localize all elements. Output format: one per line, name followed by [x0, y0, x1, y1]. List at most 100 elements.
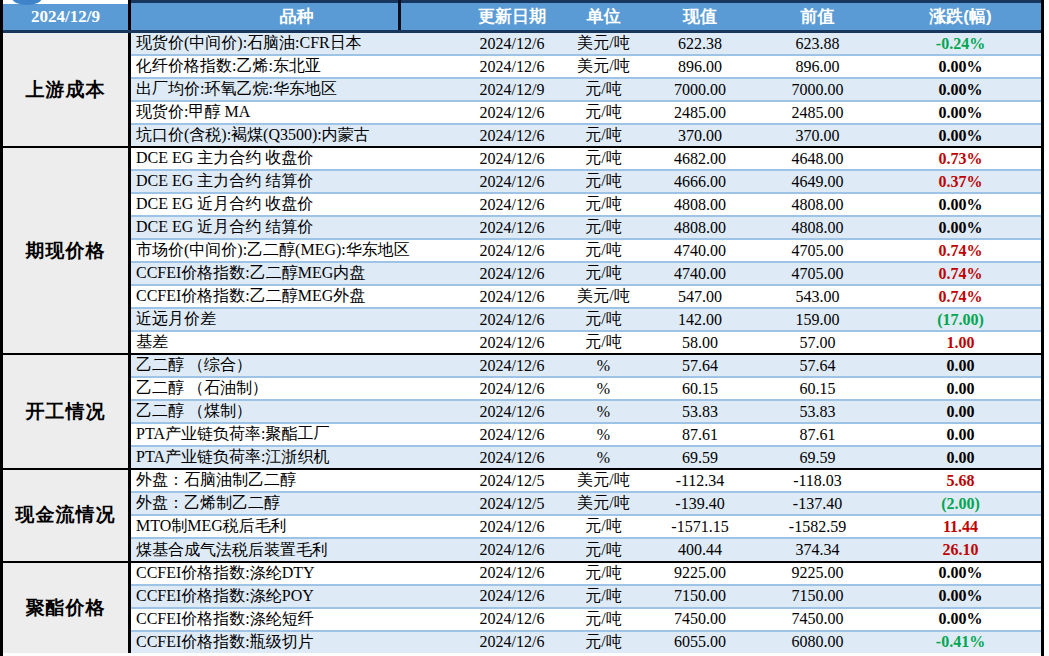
row-change-value: 0.00%	[880, 196, 1041, 214]
row-update-date: 2024/12/5	[462, 472, 562, 490]
table-section: 聚酯价格CCFEI价格指数:涤纶DTY2024/12/6元/吨9225.0092…	[3, 561, 1041, 653]
row-variety: 乙二醇 （煤制）	[131, 401, 462, 422]
row-previous-value: -118.03	[755, 472, 880, 490]
section-label: 开工情况	[3, 355, 131, 468]
section-label: 现金流情况	[3, 470, 131, 560]
row-unit: 元/吨	[562, 263, 645, 284]
table-row: 现货价:甲醇 MA2024/12/6元/吨2485.002485.000.00%	[131, 100, 1041, 123]
row-previous-value: 7150.00	[755, 587, 880, 605]
row-unit: 元/吨	[562, 125, 645, 146]
row-current-value: 4808.00	[645, 196, 755, 214]
row-update-date: 2024/12/5	[462, 495, 562, 513]
row-current-value: 7450.00	[645, 610, 755, 628]
row-update-date: 2024/12/6	[462, 357, 562, 375]
row-current-value: 60.15	[645, 380, 755, 398]
row-previous-value: 57.00	[755, 334, 880, 352]
row-previous-value: 4648.00	[755, 150, 880, 168]
row-update-date: 2024/12/6	[462, 150, 562, 168]
row-change-value: 0.00%	[880, 58, 1041, 76]
table-row: PTA产业链负荷率:聚酯工厂2024/12/6%87.6187.610.00	[131, 422, 1041, 445]
table-section: 现金流情况外盘：石脑油制乙二醇2024/12/5美元/吨-112.34-118.…	[3, 468, 1041, 560]
table-row: MTO制MEG税后毛利2024/12/6元/吨-1571.15-1582.591…	[131, 514, 1041, 537]
row-update-date: 2024/12/6	[462, 242, 562, 260]
row-current-value: 69.59	[645, 449, 755, 467]
row-previous-value: 69.59	[755, 449, 880, 467]
row-change-value: 5.68	[880, 472, 1041, 490]
row-previous-value: 4808.00	[755, 219, 880, 237]
section-rows: CCFEI价格指数:涤纶DTY2024/12/6元/吨9225.009225.0…	[131, 563, 1041, 653]
row-unit: 元/吨	[562, 516, 645, 537]
row-previous-value: -137.40	[755, 495, 880, 513]
table-row: DCE EG 近月合约 结算价2024/12/6元/吨4808.004808.0…	[131, 215, 1041, 238]
section-rows: 外盘：石脑油制乙二醇2024/12/5美元/吨-112.34-118.035.6…	[131, 470, 1041, 560]
table-row: 基差2024/12/6元/吨58.0057.001.00	[131, 330, 1041, 353]
row-update-date: 2024/12/6	[462, 334, 562, 352]
row-unit: 美元/吨	[562, 56, 645, 77]
table-row: 化纤价格指数:乙烯:东北亚2024/12/6美元/吨896.00896.000.…	[131, 54, 1041, 77]
row-current-value: -112.34	[645, 472, 755, 490]
row-previous-value: 4705.00	[755, 265, 880, 283]
row-current-value: 4682.00	[645, 150, 755, 168]
column-header-unit: 单位	[562, 3, 645, 30]
row-unit: 美元/吨	[562, 470, 645, 491]
table-row: 煤基合成气法税后装置毛利2024/12/6元/吨400.44374.3426.1…	[131, 537, 1041, 560]
row-unit: 元/吨	[562, 632, 645, 653]
row-variety: 基差	[131, 332, 462, 353]
row-update-date: 2024/12/6	[462, 564, 562, 582]
row-unit: 美元/吨	[562, 33, 645, 54]
row-update-date: 2024/12/6	[462, 380, 562, 398]
row-variety: 外盘：乙烯制乙二醇	[131, 493, 462, 514]
row-variety: DCE EG 近月合约 结算价	[131, 217, 462, 238]
table-section: 开工情况乙二醇 （综合）2024/12/6%57.6457.640.00乙二醇 …	[3, 353, 1041, 468]
row-change-value: 0.00	[880, 357, 1041, 375]
row-unit: 元/吨	[562, 79, 645, 100]
row-current-value: 9225.00	[645, 564, 755, 582]
table-row: DCE EG 主力合约 收盘价2024/12/6元/吨4682.004648.0…	[131, 148, 1041, 169]
row-previous-value: 7450.00	[755, 610, 880, 628]
row-variety: PTA产业链负荷率:江浙织机	[131, 447, 462, 468]
column-header-current: 现值	[645, 3, 755, 30]
row-previous-value: 623.88	[755, 35, 880, 53]
row-update-date: 2024/12/9	[462, 81, 562, 99]
row-update-date: 2024/12/6	[462, 219, 562, 237]
table-row: 近远月价差2024/12/6元/吨142.00159.00(17.00)	[131, 307, 1041, 330]
row-variety: CCFEI价格指数:涤纶POY	[131, 586, 462, 607]
row-update-date: 2024/12/6	[462, 288, 562, 306]
row-variety: 乙二醇 （石油制）	[131, 378, 462, 399]
row-change-value: -0.41%	[880, 633, 1041, 651]
row-current-value: 142.00	[645, 311, 755, 329]
row-variety: CCFEI价格指数:瓶级切片	[131, 632, 462, 653]
row-previous-value: 60.15	[755, 380, 880, 398]
row-variety: 外盘：石脑油制乙二醇	[131, 470, 462, 491]
row-update-date: 2024/12/6	[462, 265, 562, 283]
row-update-date: 2024/12/6	[462, 587, 562, 605]
row-current-value: 4666.00	[645, 173, 755, 191]
row-change-value: (17.00)	[880, 311, 1041, 329]
row-current-value: 370.00	[645, 127, 755, 145]
row-current-value: 57.64	[645, 357, 755, 375]
row-change-value: 0.00%	[880, 610, 1041, 628]
row-variety: 出厂均价:环氧乙烷:华东地区	[131, 79, 462, 100]
row-unit: 元/吨	[562, 609, 645, 630]
table-row: CCFEI价格指数:涤纶POY2024/12/6元/吨7150.007150.0…	[131, 584, 1041, 607]
table-row: CCFEI价格指数:涤纶短纤2024/12/6元/吨7450.007450.00…	[131, 607, 1041, 630]
table-header-row: 2024/12/9 品种 更新日期 单位 现值 前值 涨跌(幅)	[3, 0, 1041, 33]
row-change-value: 0.00%	[880, 81, 1041, 99]
row-previous-value: 4808.00	[755, 196, 880, 214]
row-change-value: 0.00	[880, 403, 1041, 421]
row-unit: 元/吨	[562, 240, 645, 261]
section-label: 聚酯价格	[3, 563, 131, 653]
row-unit: 元/吨	[562, 171, 645, 192]
row-unit: 美元/吨	[562, 286, 645, 307]
column-headers: 品种 更新日期 单位 现值 前值 涨跌(幅)	[131, 0, 1041, 30]
row-update-date: 2024/12/6	[462, 58, 562, 76]
row-unit: 元/吨	[562, 309, 645, 330]
row-unit: 元/吨	[562, 586, 645, 607]
row-change-value: 0.74%	[880, 242, 1041, 260]
section-rows: 乙二醇 （综合）2024/12/6%57.6457.640.00乙二醇 （石油制…	[131, 355, 1041, 468]
row-previous-value: 7000.00	[755, 81, 880, 99]
table-row: 乙二醇 （石油制）2024/12/6%60.1560.150.00	[131, 376, 1041, 399]
row-variety: CCFEI价格指数:乙二醇MEG外盘	[131, 286, 462, 307]
row-update-date: 2024/12/6	[462, 610, 562, 628]
row-change-value: 0.00%	[880, 564, 1041, 582]
